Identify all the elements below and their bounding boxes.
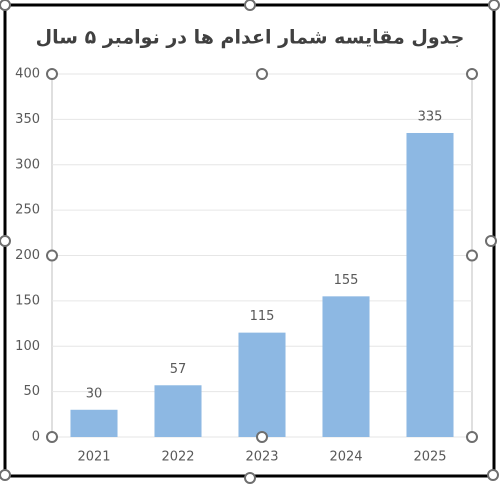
- bar: [406, 132, 454, 438]
- selection-handle: [244, 0, 256, 11]
- y-tick-label: 400: [15, 67, 40, 82]
- selection-handle: [46, 431, 58, 443]
- y-tick-label: 300: [15, 157, 40, 172]
- selection-handle: [46, 249, 58, 262]
- x-tick-label: 2024: [329, 450, 362, 465]
- x-tick-label: 2022: [161, 450, 194, 465]
- data-label: 155: [334, 273, 359, 288]
- y-tick-label: 50: [23, 384, 40, 399]
- selection-handle: [466, 68, 478, 80]
- x-tick-label: 2021: [77, 450, 110, 465]
- marks: 0 50 100 150 200 250 300 350 400 2021 30 2022 57 2023…: [15, 67, 472, 465]
- selection-handle: [256, 431, 268, 443]
- y-tick-label: 150: [15, 293, 40, 308]
- selection-handle: [485, 235, 497, 247]
- selection-handle: [0, 235, 11, 247]
- selection-handle: [244, 472, 256, 484]
- bar: [238, 332, 286, 437]
- y-tick-label: 200: [15, 248, 40, 263]
- chart-title: جدول مقایسه شمار اعدام ها در نوامبر ۵ سا…: [36, 27, 465, 49]
- selection-handle: [46, 68, 58, 80]
- selection-handles: [0, 0, 500, 484]
- data-label: 57: [170, 362, 187, 377]
- y-tick-label: 100: [15, 339, 40, 354]
- bar: [322, 296, 370, 437]
- y-tick-label: 250: [15, 203, 40, 218]
- data-label: 115: [250, 309, 275, 324]
- selection-handle: [487, 469, 499, 481]
- data-label: 335: [418, 109, 443, 124]
- selection-handle: [0, 469, 11, 481]
- y-tick-label: 350: [15, 112, 40, 127]
- x-tick-label: 2025: [413, 450, 446, 465]
- y-tick-label: 0: [32, 430, 40, 445]
- selection-handle: [466, 431, 478, 443]
- selection-handle: [466, 249, 478, 262]
- selection-handle: [0, 0, 11, 11]
- data-label: 30: [86, 386, 103, 401]
- bar: [70, 409, 118, 437]
- x-tick-label: 2023: [245, 450, 278, 465]
- bar: [154, 385, 202, 437]
- selection-handle: [256, 68, 268, 80]
- selection-handle: [488, 0, 500, 11]
